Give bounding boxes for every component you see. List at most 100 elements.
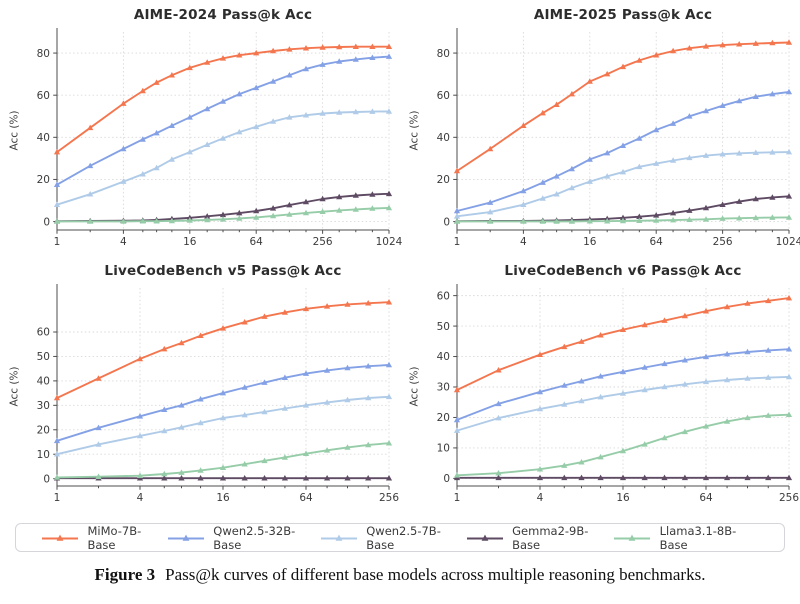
series-marker-icon	[352, 206, 359, 212]
series-marker-icon	[385, 190, 393, 197]
series-marker-icon	[561, 462, 568, 468]
x-tick-label: 256	[379, 492, 399, 504]
series-marker-icon	[53, 201, 61, 207]
series-marker-icon	[219, 389, 227, 396]
series-marker-icon	[270, 118, 277, 124]
series-marker-icon	[568, 218, 575, 224]
series-marker-icon	[87, 191, 94, 197]
series-marker-icon	[495, 414, 502, 421]
chart-title: AIME-2024 Pass@k Acc	[133, 7, 313, 23]
series-marker-icon	[619, 368, 627, 375]
series-marker-icon	[702, 152, 710, 158]
series-marker-icon	[270, 205, 277, 211]
series-marker-icon	[765, 374, 772, 380]
series-marker-icon	[785, 88, 793, 95]
series-marker-icon	[769, 90, 776, 97]
series-marker-icon	[653, 52, 660, 58]
series-marker-icon	[568, 184, 575, 191]
series-marker-icon	[385, 108, 393, 114]
series-marker-icon	[661, 474, 668, 481]
chart-title: LiveCodeBench v5 Pass@k Acc	[104, 263, 342, 279]
series-marker-icon	[365, 363, 372, 369]
series-marker-icon	[319, 195, 326, 202]
series-marker-icon	[302, 45, 310, 51]
y-tick-label: 0	[43, 473, 50, 485]
series-marker-icon	[619, 447, 627, 454]
series-marker-icon	[536, 466, 544, 472]
series-marker-icon	[53, 181, 61, 187]
series-marker-icon	[136, 472, 144, 478]
series-marker-icon	[178, 475, 185, 481]
series-marker-icon	[636, 217, 643, 223]
series-marker-icon	[604, 70, 611, 77]
legend-label: Llama3.1-8B-Base	[659, 523, 737, 552]
x-tick-label: 64	[650, 236, 664, 248]
series-marker-icon	[785, 193, 793, 199]
series-marker-icon	[168, 72, 175, 78]
series-marker-icon	[302, 209, 310, 216]
series-marker-icon	[586, 78, 593, 84]
series-marker-icon	[136, 432, 144, 439]
series-marker-icon	[336, 109, 343, 115]
y-tick-label: 40	[437, 351, 450, 363]
chart-title: AIME-2025 Pass@k Acc	[533, 7, 713, 23]
series-marker-icon	[670, 209, 677, 216]
series-marker-icon	[204, 141, 211, 147]
series-marker-icon	[670, 157, 677, 163]
series-marker-icon	[42, 534, 78, 541]
x-tick-label: 4	[520, 236, 527, 248]
series-marker-icon	[161, 406, 168, 412]
series-marker-icon	[681, 357, 688, 363]
y-tick-label: 60	[37, 327, 50, 339]
series-marker-icon	[681, 312, 688, 319]
series-marker-icon	[385, 53, 393, 59]
series-marker-icon	[661, 383, 668, 390]
series-marker-icon	[352, 108, 359, 115]
series-marker-icon	[53, 394, 61, 401]
series-marker-icon	[365, 394, 372, 401]
series-marker-icon	[261, 475, 268, 481]
y-tick-label: 30	[437, 382, 450, 394]
series-marker-icon	[641, 474, 648, 481]
series-marker-icon	[270, 78, 277, 84]
y-tick-label: 40	[437, 132, 450, 144]
series-marker-icon	[520, 187, 527, 194]
series-marker-icon	[219, 98, 227, 104]
series-marker-icon	[186, 217, 193, 223]
series-marker-icon	[453, 218, 461, 224]
series-marker-icon	[324, 399, 331, 405]
series-marker-icon	[597, 332, 604, 338]
series-marker-icon	[724, 303, 731, 310]
series-marker-icon	[539, 109, 546, 116]
x-tick-label: 16	[216, 492, 230, 504]
series-marker-icon	[136, 413, 144, 419]
series-marker-icon	[241, 384, 248, 390]
series-line-Qwen2.5-7B-Base	[456, 375, 790, 432]
figure-caption: Figure 3 Pass@k curves of different base …	[0, 565, 800, 585]
legend: MiMo-7B-Base Qwen2.5-32B-Base Qwen2.5-7B…	[15, 523, 785, 552]
x-tick-label: 1	[454, 236, 461, 248]
series-marker-icon	[686, 154, 693, 161]
series-marker-icon	[236, 52, 243, 58]
series-marker-icon	[241, 411, 248, 418]
series-marker-icon	[487, 199, 494, 205]
aime-2024-plot: 1 4 16 64 256 1024 0 20 40 60 80	[37, 28, 403, 248]
series-marker-icon	[385, 299, 393, 305]
series-marker-icon	[686, 207, 693, 213]
series-marker-icon	[744, 348, 751, 355]
chart-title: LiveCodeBench v6 Pass@k Acc	[504, 263, 742, 279]
series-marker-icon	[597, 393, 604, 400]
legend-item-qwen2-5-7b-base: Qwen2.5-7B-Base	[319, 524, 465, 552]
series-marker-icon	[785, 294, 793, 301]
series-marker-icon	[487, 218, 494, 224]
y-tick-label: 30	[37, 400, 50, 412]
series-marker-icon	[702, 107, 710, 114]
x-tick-label: 64	[299, 492, 313, 504]
series-marker-icon	[744, 300, 751, 306]
series-marker-icon	[236, 90, 243, 97]
y-tick-label: 60	[437, 90, 450, 102]
livecodebench-v6-plot: 1 4 16 64 256 0 10 20 30 40 50 60	[437, 284, 799, 504]
series-marker-icon	[336, 58, 343, 64]
series-marker-icon	[204, 59, 211, 65]
